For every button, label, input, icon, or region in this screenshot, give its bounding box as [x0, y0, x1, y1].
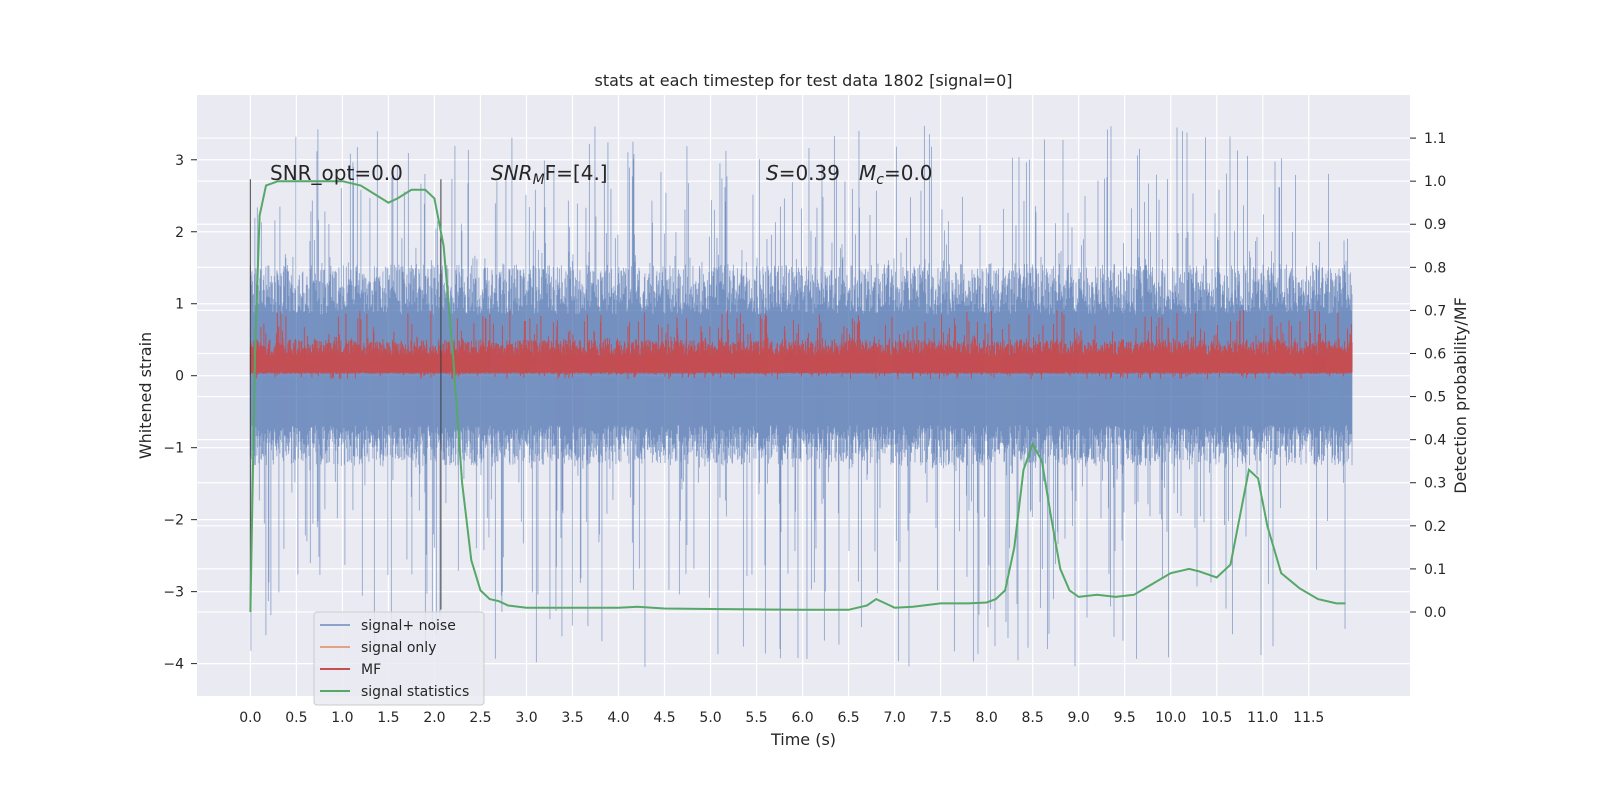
y-right-tick-label: 0.5: [1424, 390, 1446, 406]
x-tick-label: 1.0: [331, 710, 353, 726]
y-right-tick-label: 0.8: [1424, 260, 1446, 276]
signal-statistics-line: [249, 180, 1346, 613]
y-ticks-right: 1.1 1.0 0.9 0.8 0.7 0.6 0.5 0.4 0.3 0.2 0.1 0.0: [1410, 131, 1446, 621]
legend-label: signal+ noise: [361, 618, 456, 634]
annotation-snr-mf: SNRMF=[4.]: [491, 161, 608, 188]
y-right-tick-label: 0.7: [1424, 303, 1446, 319]
x-tick-label: 8.5: [1022, 710, 1044, 726]
annotation-s: S=0.39: [766, 161, 840, 185]
annotation-mc-sub: c: [876, 172, 884, 188]
y-right-tick-label: 0.0: [1424, 605, 1446, 621]
annotation-s-value: =0.39: [779, 161, 840, 185]
annotation-snr-mf-name: SNR: [491, 161, 533, 185]
mf-series: [249, 309, 1353, 380]
vertical-markers: [249, 179, 442, 610]
y-right-tick-label: 1.0: [1424, 174, 1446, 190]
x-tick-label: 7.5: [929, 710, 951, 726]
y-ticks-left: 3 2 1 0 −1 −2 −3 −4: [163, 153, 197, 673]
y-tick-label: 1: [175, 297, 184, 313]
x-tick-label: 10.0: [1155, 710, 1186, 726]
legend-box: [313, 611, 485, 706]
x-tick-label: 11.0: [1247, 710, 1278, 726]
y-axis-label-right: Detection probability/MF: [1451, 297, 1470, 494]
annotation-mc-value: =0.0: [884, 161, 933, 185]
y-tick-label: 2: [175, 225, 184, 241]
annotation-snr-opt: SNR_opt=0.0: [270, 161, 403, 185]
x-tick-label: 5.5: [745, 710, 767, 726]
legend: signal+ noise signal only MF signal statist…: [313, 611, 485, 706]
y-right-tick-label: 0.3: [1424, 476, 1446, 492]
legend-label: MF: [361, 662, 381, 678]
annotation-snr-mf-sub: M: [533, 172, 545, 188]
x-tick-label: 6.0: [791, 710, 813, 726]
x-tick-label: 9.0: [1068, 710, 1090, 726]
x-tick-label: 5.0: [699, 710, 721, 726]
chart-title: stats at each timestep for test data 180…: [594, 71, 1012, 90]
x-tick-label: 4.0: [607, 710, 629, 726]
x-tick-label: 0.0: [239, 710, 261, 726]
x-tick-label: 0.5: [285, 710, 307, 726]
x-tick-label: 3.5: [561, 710, 583, 726]
x-tick-label: 11.5: [1293, 710, 1324, 726]
y-right-tick-label: 0.6: [1424, 346, 1446, 362]
y-tick-label: 0: [175, 369, 184, 385]
y-right-tick-label: 1.1: [1424, 131, 1446, 147]
y-tick-label: 3: [175, 153, 184, 169]
x-tick-label: 1.5: [377, 710, 399, 726]
x-ticks: 0.0 0.5 1.0 1.5 2.0 2.5 3.0 3.5 4.0 4.5 5.0 5.5 6.0 6…: [239, 710, 1324, 726]
y-right-tick-label: 0.1: [1424, 562, 1446, 578]
x-tick-label: 2.0: [423, 710, 445, 726]
y-tick-label: −2: [163, 513, 184, 529]
x-axis-label: Time (s): [770, 730, 836, 749]
x-tick-label: 3.0: [515, 710, 537, 726]
y-right-tick-label: 0.9: [1424, 217, 1446, 233]
x-tick-label: 7.0: [883, 710, 905, 726]
y-tick-label: −3: [163, 585, 184, 601]
y-tick-label: −4: [163, 657, 184, 673]
y-axis-label: Whitened strain: [136, 332, 155, 459]
x-tick-label: 10.5: [1201, 710, 1232, 726]
x-tick-label: 2.5: [469, 710, 491, 726]
annotation-s-name: S: [766, 161, 779, 185]
x-tick-label: 9.5: [1114, 710, 1136, 726]
legend-label: signal statistics: [361, 684, 469, 700]
annotation-mc-name: M: [859, 161, 876, 185]
x-tick-label: 4.5: [653, 710, 675, 726]
legend-label: signal only: [361, 640, 436, 656]
y-right-tick-label: 0.2: [1424, 519, 1446, 535]
y-right-tick-label: 0.4: [1424, 433, 1446, 449]
y-tick-label: −1: [163, 441, 184, 457]
x-tick-label: 8.0: [976, 710, 998, 726]
annotation-snr-mf-rest: F=[4.]: [545, 161, 608, 185]
x-tick-label: 6.5: [837, 710, 859, 726]
annotation-mc: Mc=0.0: [859, 161, 933, 188]
